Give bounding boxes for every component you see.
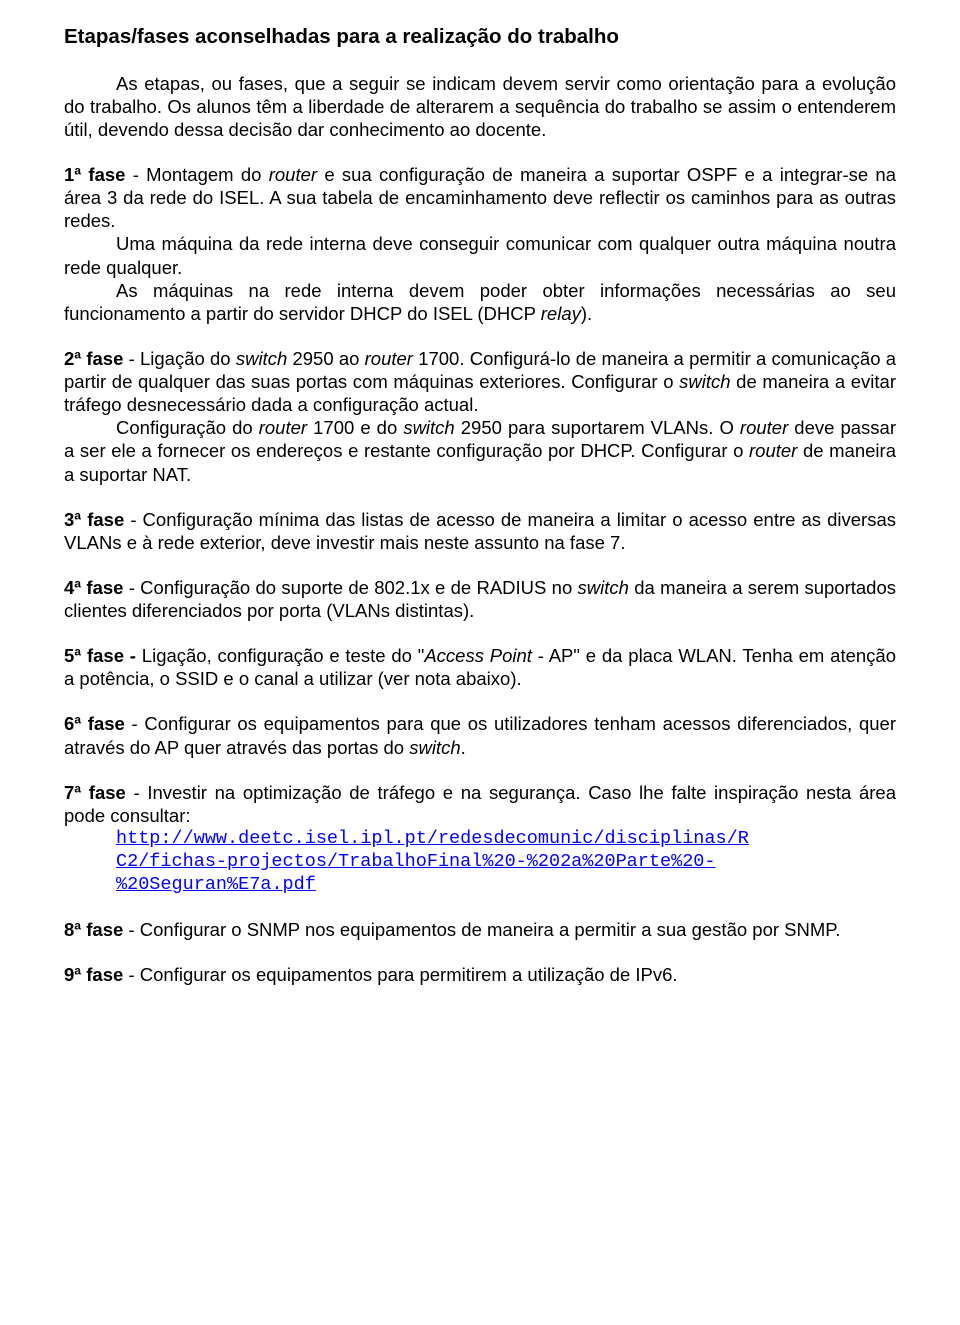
- phase-1-text-a: - Montagem do: [125, 164, 268, 185]
- phase-1-cont-1: Uma máquina da rede interna deve consegu…: [64, 232, 896, 278]
- phase-2-label: 2ª fase: [64, 348, 123, 369]
- phase-9: 9ª fase - Configurar os equipamentos par…: [64, 963, 896, 986]
- phase-2-p2a: Configuração do: [116, 417, 259, 438]
- phase-7: 7ª fase - Investir na optimização de trá…: [64, 781, 896, 897]
- switch-term-5: switch: [409, 737, 460, 758]
- phase-2-p1b: 2950 ao: [287, 348, 364, 369]
- phase-8: 8ª fase - Configurar o SNMP nos equipame…: [64, 918, 896, 941]
- intro-paragraph: As etapas, ou fases, que a seguir se ind…: [64, 72, 896, 141]
- switch-term: switch: [236, 348, 287, 369]
- phase-7-link-line3[interactable]: %20Seguran%E7a.pdf: [116, 873, 896, 896]
- phase-3: 3ª fase - Configuração mínima das listas…: [64, 508, 896, 554]
- phase-4-p1a: - Configuração do suporte de 802.1x e de…: [123, 577, 577, 598]
- phase-6: 6ª fase - Configurar os equipamentos par…: [64, 712, 896, 758]
- phase-7-link-line2[interactable]: C2/fichas-projectos/TrabalhoFinal%20-%20…: [116, 850, 896, 873]
- router-term-2: router: [365, 348, 413, 369]
- phase-7-label: 7ª fase: [64, 782, 126, 803]
- phase-2: 2ª fase - Ligação do switch 2950 ao rout…: [64, 347, 896, 486]
- phase-5: 5ª fase - Ligação, configuração e teste …: [64, 644, 896, 690]
- phase-2-p2b: 1700 e do: [307, 417, 403, 438]
- page-title: Etapas/fases aconselhadas para a realiza…: [64, 24, 896, 50]
- phase-1: 1ª fase - Montagem do router e sua confi…: [64, 163, 896, 325]
- phase-6-label: 6ª fase: [64, 713, 125, 734]
- phase-4: 4ª fase - Configuração do suporte de 802…: [64, 576, 896, 622]
- router-term-3: router: [259, 417, 307, 438]
- phase-9-text: - Configurar os equipamentos para permit…: [123, 964, 677, 985]
- switch-term-4: switch: [578, 577, 629, 598]
- phase-7-head: 7ª fase - Investir na optimização de trá…: [64, 781, 896, 827]
- router-term-4: router: [740, 417, 788, 438]
- phase-8-label: 8ª fase: [64, 919, 123, 940]
- access-point-term: Access Point: [424, 645, 532, 666]
- phase-2-p2c: 2950 para suportarem VLANs. O: [455, 417, 740, 438]
- phase-7-link-line1[interactable]: http://www.deetc.isel.ipl.pt/redesdecomu…: [116, 827, 896, 850]
- router-term: router: [269, 164, 317, 185]
- phase-4-label: 4ª fase: [64, 577, 123, 598]
- phase-7-link[interactable]: http://www.deetc.isel.ipl.pt/redesdecomu…: [116, 827, 896, 896]
- phase-1-label: 1ª fase: [64, 164, 125, 185]
- phase-1-cont-2: As máquinas na rede interna devem poder …: [64, 279, 896, 325]
- phase-5-label: 5ª fase: [64, 645, 124, 666]
- phase-1-p3a: As máquinas na rede interna devem poder …: [64, 280, 896, 324]
- phase-6-p1a: - Configurar os equipamentos para que os…: [64, 713, 896, 757]
- switch-term-2: switch: [679, 371, 730, 392]
- relay-term: relay: [541, 303, 581, 324]
- phase-3-text: - Configuração mínima das listas de aces…: [64, 509, 896, 553]
- phase-9-label: 9ª fase: [64, 964, 123, 985]
- phase-1-p3b: ).: [581, 303, 592, 324]
- phase-2-p1a: - Ligação do: [123, 348, 235, 369]
- phase-7-text: - Investir na optimização de tráfego e n…: [64, 782, 896, 826]
- phase-8-text: - Configurar o SNMP nos equipamentos de …: [123, 919, 840, 940]
- router-term-5: router: [749, 440, 797, 461]
- phase-3-label: 3ª fase: [64, 509, 124, 530]
- switch-term-3: switch: [403, 417, 454, 438]
- document-page: Etapas/fases aconselhadas para a realiza…: [0, 0, 960, 1035]
- phase-2-cont: Configuração do router 1700 e do switch …: [64, 416, 896, 485]
- phase-6-p1b: .: [461, 737, 466, 758]
- phase-5-p1a: Ligação, configuração e teste do ": [142, 645, 425, 666]
- phase-5-dash: -: [124, 645, 142, 666]
